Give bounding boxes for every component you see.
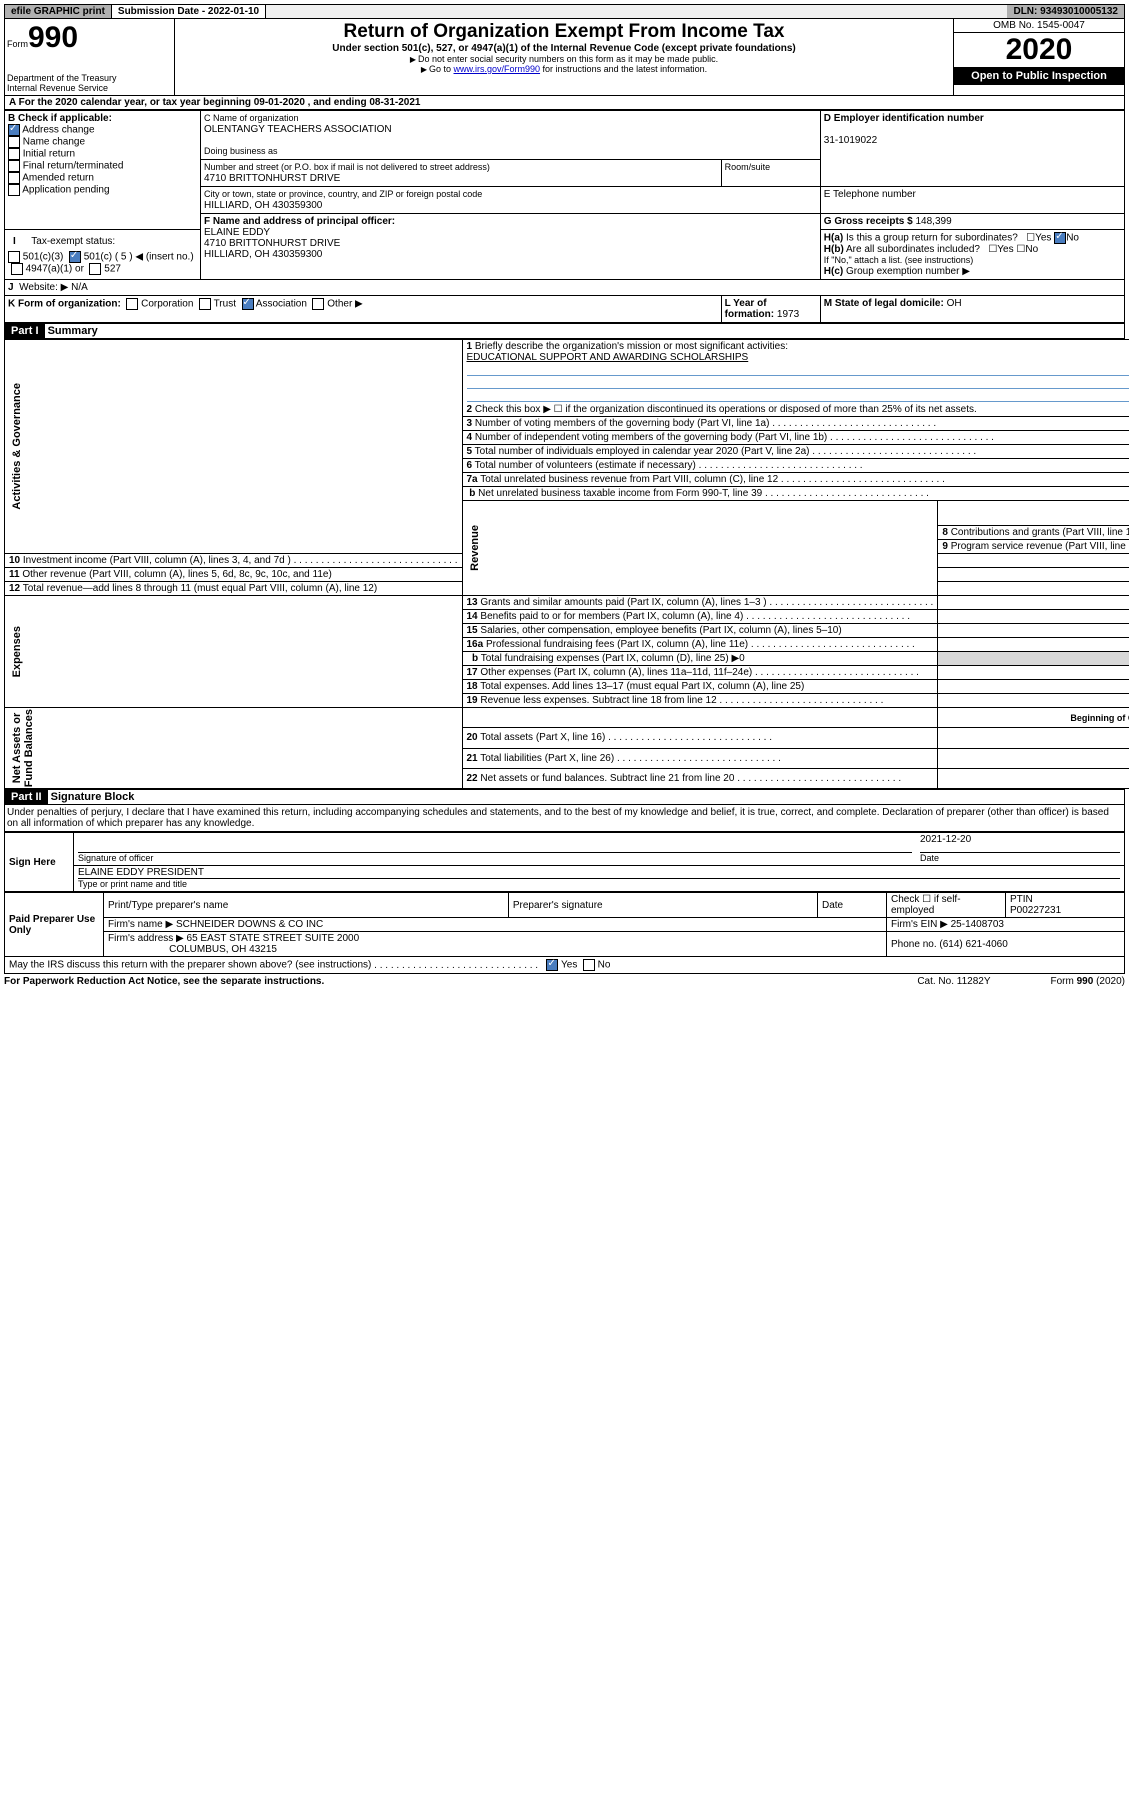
signature-table: Sign Here Signature of officer 2021-12-2… — [4, 832, 1125, 892]
officer-name: ELAINE EDDY — [204, 227, 270, 238]
check-trust[interactable] — [199, 298, 211, 310]
check-address-change[interactable] — [8, 124, 20, 136]
paid-preparer-table: Paid Preparer Use Only Print/Type prepar… — [4, 892, 1125, 957]
check-name-change[interactable] — [8, 136, 20, 148]
check-amended[interactable] — [8, 172, 20, 184]
catalog-number: Cat. No. 11282Y — [917, 976, 990, 987]
check-discuss-yes[interactable] — [546, 959, 558, 971]
header-right: OMB No. 1545-0047 2020 Open to Public In… — [953, 19, 1124, 96]
omb-number: OMB No. 1545-0047 — [954, 19, 1124, 33]
part1-title: Summary — [48, 325, 98, 337]
check-4947[interactable] — [11, 263, 23, 275]
check-application-pending[interactable] — [8, 184, 20, 196]
department-label: Department of the Treasury Internal Reve… — [7, 73, 172, 93]
check-discuss-no[interactable] — [583, 959, 595, 971]
discuss-row: May the IRS discuss this return with the… — [4, 957, 1125, 974]
paid-preparer-label: Paid Preparer Use Only — [5, 893, 104, 957]
officer-label: F Name and address of principal officer: — [204, 216, 395, 227]
officer-typed: ELAINE EDDY PRESIDENT — [78, 867, 1120, 879]
check-final-return[interactable] — [8, 160, 20, 172]
website-value: N/A — [71, 282, 88, 293]
check-initial-return[interactable] — [8, 148, 20, 160]
part1-table: Activities & Governance 1 Briefly descri… — [4, 339, 1129, 789]
box-b-label: B Check if applicable: — [8, 113, 112, 124]
part1-tag: Part I — [5, 324, 45, 338]
street-address: 4710 BRITTONHURST DRIVE — [204, 173, 340, 184]
part2-tag: Part II — [5, 790, 48, 804]
city-state-zip: HILLIARD, OH 430359300 — [204, 200, 322, 211]
phone-label: E Telephone number — [824, 189, 916, 200]
check-other[interactable] — [312, 298, 324, 310]
perjury-declaration: Under penalties of perjury, I declare th… — [4, 805, 1125, 832]
firm-address: 65 EAST STATE STREET SUITE 2000 — [187, 933, 360, 944]
state-domicile: OH — [947, 298, 962, 309]
form-title-block: Return of Organization Exempt From Incom… — [175, 19, 953, 96]
vlabel-revenue: Revenue — [467, 525, 483, 571]
check-501c[interactable] — [69, 251, 81, 263]
submission-date: Submission Date - 2022-01-10 — [112, 5, 266, 18]
gross-receipts: 148,399 — [916, 216, 952, 227]
org-name: OLENTANGY TEACHERS ASSOCIATION — [204, 124, 392, 135]
topbar: efile GRAPHIC print Submission Date - 20… — [4, 4, 1125, 19]
check-corp[interactable] — [126, 298, 138, 310]
firm-ein: 25-1408703 — [951, 919, 1004, 930]
efile-print-button[interactable]: efile GRAPHIC print — [5, 5, 112, 18]
tax-year: 2020 — [954, 33, 1124, 67]
open-to-public: Open to Public Inspection — [954, 67, 1124, 85]
sign-date: 2021-12-20 — [920, 834, 1120, 853]
check-501c3[interactable] — [8, 251, 20, 263]
ein-label: D Employer identification number — [824, 113, 984, 124]
check-527[interactable] — [89, 263, 101, 275]
form-footer: Form 990 (2020) — [1051, 976, 1125, 987]
check-assoc[interactable] — [242, 298, 254, 310]
firm-name: SCHNEIDER DOWNS & CO INC — [176, 919, 323, 930]
year-formation: 1973 — [777, 309, 799, 320]
identification-block: B Check if applicable: Address change Na… — [4, 110, 1125, 323]
part2-title: Signature Block — [51, 791, 135, 803]
paperwork-notice: For Paperwork Reduction Act Notice, see … — [4, 976, 324, 987]
check-ha-no[interactable] — [1054, 232, 1066, 244]
form-title: Return of Organization Exempt From Incom… — [179, 21, 949, 43]
ptin: P00227231 — [1010, 905, 1061, 916]
form-designation: Form990 Department of the Treasury Inter… — [5, 19, 175, 96]
ein-value: 31-1019022 — [824, 135, 877, 146]
firm-phone: (614) 621-4060 — [939, 939, 1007, 950]
instructions-link[interactable]: www.irs.gov/Form990 — [454, 64, 541, 74]
dln-label: DLN: 93493010005132 — [1007, 5, 1124, 18]
mission-text: EDUCATIONAL SUPPORT AND AWARDING SCHOLAR… — [467, 352, 749, 363]
vlabel-activities: Activities & Governance — [9, 383, 25, 510]
tax-period: A For the 2020 calendar year, or tax yea… — [4, 96, 1125, 110]
vlabel-netassets: Net Assets or Fund Balances — [9, 709, 37, 787]
sign-here-label: Sign Here — [5, 833, 74, 892]
vlabel-expenses: Expenses — [9, 626, 25, 677]
